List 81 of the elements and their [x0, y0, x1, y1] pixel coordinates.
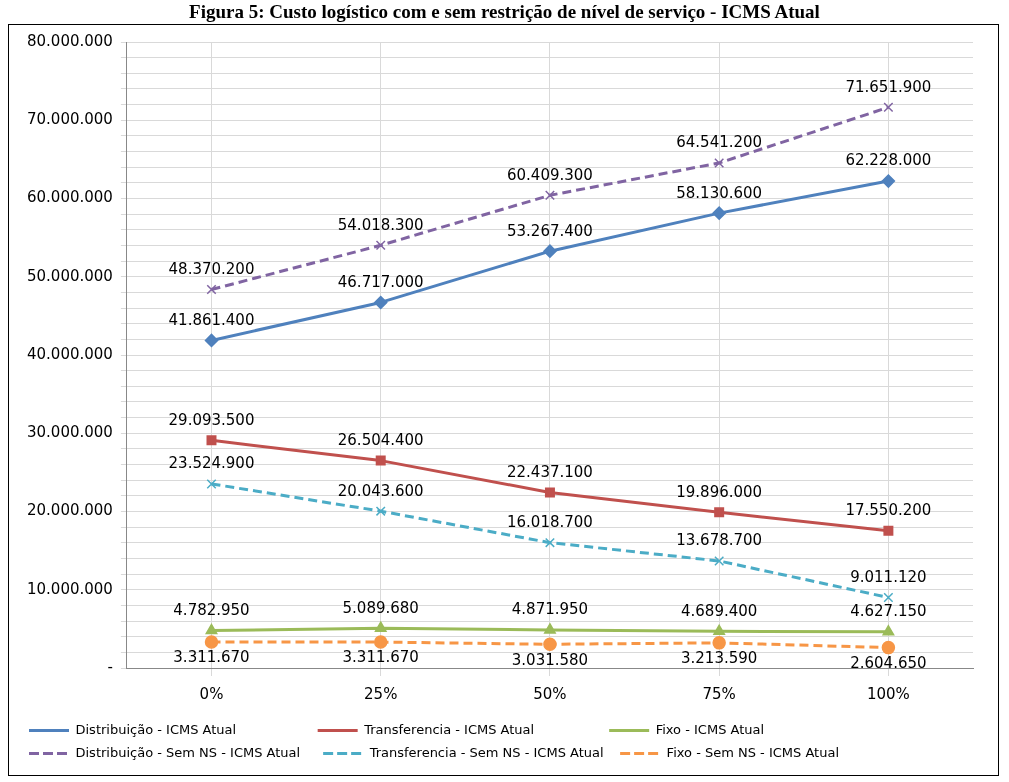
data-label: 13.678.700	[676, 531, 763, 550]
point	[206, 478, 217, 489]
point	[712, 206, 726, 220]
data-label: 3.311.670	[173, 648, 250, 667]
data-label: 4.627.150	[850, 602, 927, 621]
data-label: 64.541.200	[676, 133, 763, 152]
data-label: 62.228.000	[845, 151, 932, 170]
point	[543, 637, 557, 652]
x-tick-label: 0%	[199, 684, 224, 703]
point	[881, 640, 896, 655]
y-tick-label: 70.000.000	[26, 110, 113, 129]
legend-label: Distribuição - Sem NS - ICMS Atual	[75, 744, 314, 760]
point	[204, 333, 219, 348]
data-label: 9.011.120	[850, 567, 927, 586]
x-tick-label: 100%	[866, 684, 910, 703]
point	[206, 435, 217, 446]
point	[544, 487, 555, 498]
x-tick-label: 75%	[702, 684, 736, 703]
point	[544, 537, 555, 548]
data-label: 23.524.900	[168, 454, 255, 473]
point	[375, 455, 386, 466]
point	[543, 244, 557, 258]
point	[883, 592, 894, 603]
data-label: 4.871.950	[511, 600, 589, 619]
point	[206, 284, 217, 295]
legend-label: Fixo - Sem NS - ICMS Atual	[666, 744, 905, 760]
point	[714, 555, 725, 566]
data-label: 4.689.400	[680, 601, 758, 620]
y-tick-label: 20.000.000	[26, 501, 113, 520]
point	[714, 157, 725, 168]
data-label: 22.437.100	[507, 462, 593, 481]
data-label: 58.130.600	[676, 183, 763, 202]
data-label: 16.018.700	[507, 513, 593, 532]
x-tick-label: 25%	[364, 684, 398, 703]
data-label: 26.504.400	[337, 430, 424, 449]
legend-label: Fixo - ICMS Atual	[655, 721, 888, 737]
legend-label: Transferencia - ICMS Atual	[363, 721, 600, 737]
data-label: 29.093.500	[168, 410, 255, 429]
y-tick-label: 50.000.000	[26, 266, 113, 285]
point	[881, 174, 896, 188]
point	[713, 624, 726, 636]
data-label: 3.031.580	[511, 650, 589, 669]
data-label: 41.861.400	[168, 310, 255, 329]
data-label: 17.550.200	[845, 501, 932, 520]
legend-label: Distribuição - ICMS Atual	[75, 721, 308, 737]
point	[714, 507, 725, 518]
data-label: 53.267.400	[507, 221, 593, 240]
point	[373, 635, 388, 649]
data-label: 5.089.680	[342, 598, 419, 617]
data-label: 3.311.670	[342, 648, 419, 667]
y-tick-label: -	[107, 657, 113, 676]
data-label: 3.213.590	[680, 649, 758, 668]
legend-label: Transferencia - Sem NS - ICMS Atual	[368, 744, 611, 760]
data-label: 4.782.950	[173, 600, 250, 619]
data-label: 46.717.000	[337, 272, 424, 291]
point	[882, 625, 895, 636]
x-tick-label: 50%	[533, 684, 567, 703]
point	[205, 623, 218, 635]
point	[375, 240, 386, 251]
y-tick-label: 40.000.000	[26, 344, 113, 363]
data-label: 2.604.650	[850, 654, 927, 673]
point	[883, 102, 894, 113]
point	[883, 525, 894, 536]
data-label: 60.409.300	[507, 165, 593, 184]
point	[375, 506, 386, 517]
y-tick-label: 10.000.000	[26, 579, 113, 598]
point	[374, 621, 387, 632]
data-label: 71.651.900	[845, 77, 932, 96]
chart-title: Figura 5: Custo logístico com e sem restrição de nível de serviço - ICMS Atual	[188, 0, 821, 24]
data-label: 19.896.000	[676, 482, 763, 501]
y-tick-label: 80.000.000	[26, 31, 113, 50]
data-label: 54.018.300	[337, 215, 424, 234]
point	[544, 190, 555, 201]
data-label: 20.043.600	[337, 481, 424, 500]
data-label: 48.370.200	[168, 259, 255, 278]
y-tick-label: 60.000.000	[26, 188, 113, 207]
point	[544, 623, 556, 634]
point	[712, 636, 726, 650]
point	[204, 635, 219, 649]
y-tick-label: 30.000.000	[26, 423, 113, 442]
point	[373, 295, 388, 310]
